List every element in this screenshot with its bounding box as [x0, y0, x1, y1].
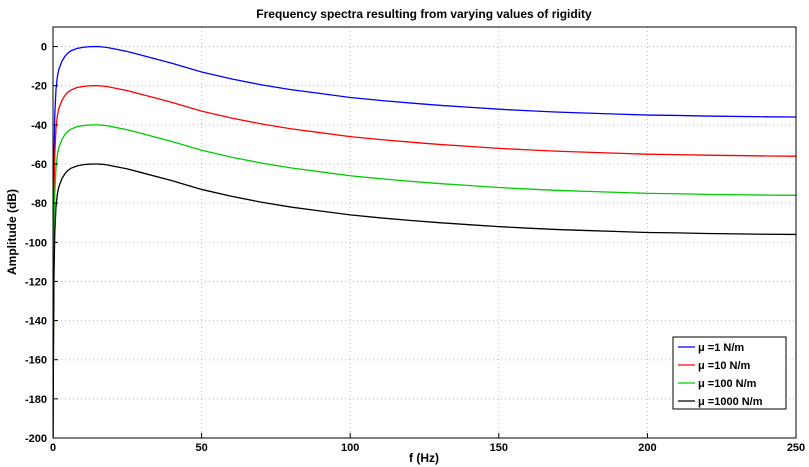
grid-layer	[53, 27, 796, 438]
series-line-1	[53, 85, 796, 438]
plot-frame	[52, 26, 797, 439]
x-tick-label: 150	[490, 442, 508, 454]
series-line-0	[53, 45, 796, 438]
x-tick-label: 200	[638, 442, 656, 454]
y-tick-label: -60	[31, 159, 47, 171]
x-tick-label: 100	[341, 442, 359, 454]
legend: μ =1 N/m μ =10 N/m μ =100 N/m μ =1000 N/m	[672, 336, 787, 410]
y-axis-label: Amplitude (dB)	[5, 189, 19, 275]
y-tick-label: -160	[25, 355, 47, 367]
y-tick-label: -40	[31, 120, 47, 132]
y-tick-label: -180	[25, 394, 47, 406]
y-tick-label: -140	[25, 316, 47, 328]
legend-label-3: μ =1000 N/m	[698, 396, 763, 408]
legend-label-1: μ =10 N/m	[698, 360, 751, 372]
tick-layer: 0 50 100 150 200 250 0 -20 -40 -60 -80 -100 -120 -140…	[25, 42, 805, 454]
series-layer	[53, 45, 796, 438]
y-tick-label: -100	[25, 237, 47, 249]
series-line-3	[53, 163, 796, 438]
y-tick-label: 0	[41, 42, 47, 54]
x-tick-label: 0	[50, 442, 56, 454]
y-tick-label: -200	[25, 433, 47, 445]
y-tick-label: -120	[25, 276, 47, 288]
x-tick-label: 250	[787, 442, 805, 454]
x-axis-label: f (Hz)	[409, 451, 439, 465]
legend-label-2: μ =100 N/m	[698, 378, 757, 390]
series-line-2	[53, 124, 796, 438]
y-tick-label: -20	[31, 81, 47, 93]
y-tick-label: -80	[31, 198, 47, 210]
legend-box	[672, 336, 787, 410]
legend-label-0: μ =1 N/m	[698, 342, 744, 354]
chart-title: Frequency spectra resulting from varying…	[256, 7, 592, 21]
x-tick-label: 50	[195, 442, 207, 454]
